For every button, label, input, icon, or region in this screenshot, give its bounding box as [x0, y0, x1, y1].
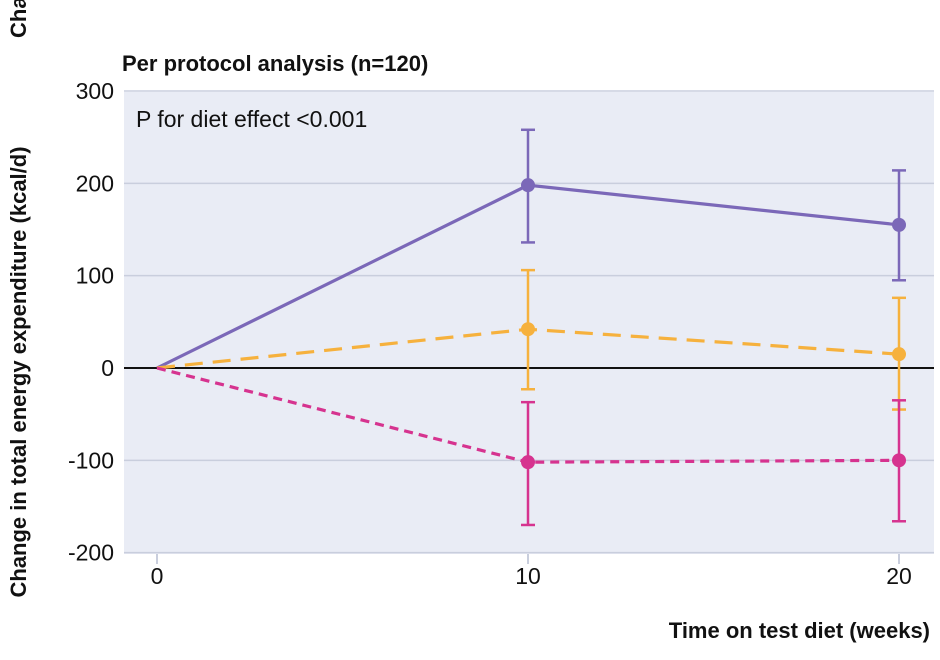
y-tick-label: 300 — [76, 78, 114, 104]
y-tick-label: 0 — [101, 355, 114, 381]
p-value-annotation: P for diet effect <0.001 — [136, 106, 367, 132]
data-point — [521, 455, 535, 470]
x-axis-ticks: 0 10 20 — [151, 554, 912, 589]
data-point — [892, 217, 906, 232]
y-axis-ticks: 300 200 100 0 -100 -200 — [68, 78, 114, 566]
data-point — [521, 322, 535, 337]
series-dotted-dash — [156, 366, 906, 527]
y-tick-label: 200 — [76, 170, 114, 196]
x-tick-label: 0 — [151, 563, 164, 589]
y-tick-label: -100 — [68, 447, 114, 473]
data-point — [892, 347, 906, 362]
series-solid — [156, 128, 906, 370]
data-point — [521, 178, 535, 193]
y-axis-label: Change in total energy expenditure (kcal… — [6, 146, 31, 597]
x-axis-label: Time on test diet (weeks) — [669, 618, 930, 643]
series-dashed — [156, 268, 906, 411]
y-tick-label: 100 — [76, 263, 114, 289]
top-cropped-label: Cha — [6, 0, 31, 38]
y-tick-label: -200 — [68, 540, 114, 566]
data-point — [892, 453, 906, 468]
chart-title: Per protocol analysis (n=120) — [122, 51, 428, 76]
x-tick-label: 20 — [886, 563, 912, 589]
x-tick-label: 10 — [515, 563, 541, 589]
series-group — [156, 128, 906, 527]
